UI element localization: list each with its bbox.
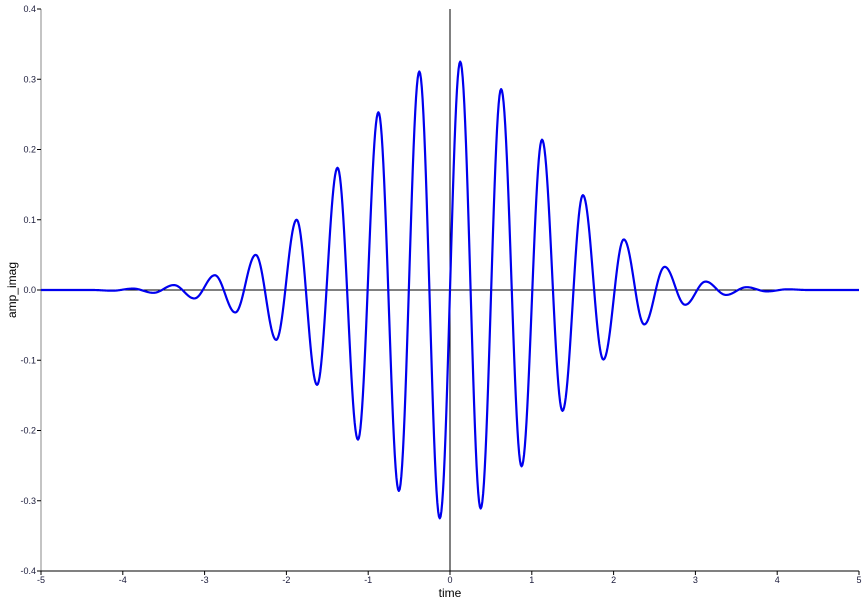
x-tick-label: -4 (119, 575, 127, 585)
axes: -5 -4 -3 -2 -1 0 1 2 3 4 5 0.4 0.3 0.2 0.1 0.0 -0.1 -0.2 -… (20, 4, 861, 585)
y-tick-label: 0.1 (23, 215, 36, 225)
x-tick-label: 1 (529, 575, 534, 585)
y-tick-label: 0.3 (23, 74, 36, 84)
y-tick-label: 0.2 (23, 145, 36, 155)
y-axis-label: amp_imag (5, 262, 19, 318)
x-tick-label: -2 (282, 575, 290, 585)
x-tick-label: 3 (693, 575, 698, 585)
x-tick-label: -5 (37, 575, 45, 585)
x-tick-label: 4 (775, 575, 780, 585)
series-line (40, 60, 860, 520)
y-tick-label: -0.3 (20, 496, 36, 506)
y-tick-label: -0.4 (20, 566, 36, 576)
y-tick-label: -0.1 (20, 355, 36, 365)
y-tick-label: 0.0 (23, 285, 36, 295)
x-tick-label: -3 (201, 575, 209, 585)
x-tick-label: 5 (856, 575, 861, 585)
y-tick-label: 0.4 (23, 4, 36, 14)
x-tick-label: 0 (447, 575, 452, 585)
y-tick-label: -0.2 (20, 426, 36, 436)
x-axis-label: time (439, 586, 462, 600)
x-tick-label: 2 (611, 575, 616, 585)
x-tick-label: -1 (364, 575, 372, 585)
